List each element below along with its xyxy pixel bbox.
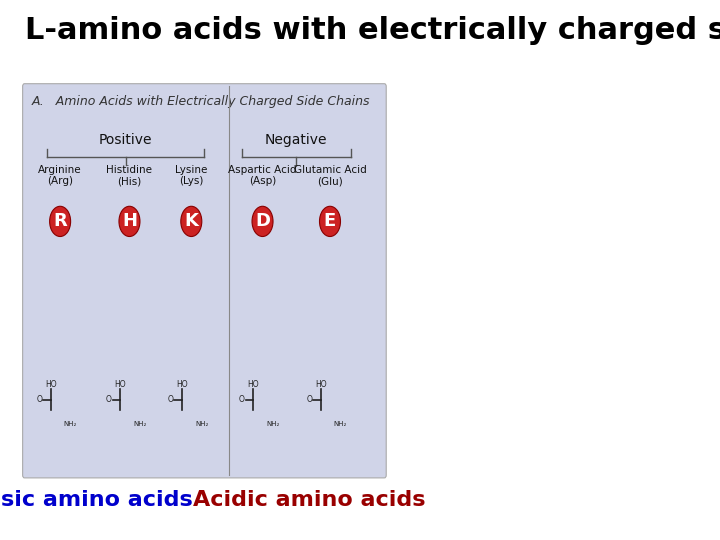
Text: Lysine
(Lys): Lysine (Lys) <box>175 165 207 186</box>
Circle shape <box>181 206 202 237</box>
Text: O: O <box>307 395 312 404</box>
Text: NH₂: NH₂ <box>133 421 147 427</box>
Text: A.   Amino Acids with Electrically Charged Side Chains: A. Amino Acids with Electrically Charged… <box>32 94 371 107</box>
Text: L-amino acids with electrically charged side chains: L-amino acids with electrically charged … <box>24 16 720 45</box>
Text: Basic amino acids: Basic amino acids <box>0 489 193 510</box>
Text: E: E <box>324 212 336 231</box>
Text: Aspartic Acid
(Asp): Aspartic Acid (Asp) <box>228 165 297 186</box>
Text: O: O <box>37 395 42 404</box>
Text: HO: HO <box>315 380 326 389</box>
Text: Glutamic Acid
(Glu): Glutamic Acid (Glu) <box>294 165 366 186</box>
Text: H: H <box>122 212 137 231</box>
Circle shape <box>119 206 140 237</box>
Text: NH₂: NH₂ <box>266 421 279 427</box>
Text: NH₂: NH₂ <box>195 421 208 427</box>
Text: Negative: Negative <box>265 133 328 147</box>
Text: Histidine
(His): Histidine (His) <box>107 165 153 186</box>
Text: O: O <box>239 395 245 404</box>
Text: NH₂: NH₂ <box>334 421 347 427</box>
Text: HO: HO <box>176 380 188 389</box>
Text: HO: HO <box>248 380 259 389</box>
Text: R: R <box>53 212 67 231</box>
Text: D: D <box>255 212 270 231</box>
Circle shape <box>252 206 273 237</box>
Text: HO: HO <box>45 380 57 389</box>
Circle shape <box>50 206 71 237</box>
Circle shape <box>320 206 341 237</box>
Text: NH₂: NH₂ <box>64 421 77 427</box>
Text: Positive: Positive <box>99 133 153 147</box>
Text: Arginine
(Arg): Arginine (Arg) <box>38 165 82 186</box>
Text: O: O <box>106 395 112 404</box>
FancyBboxPatch shape <box>22 84 386 478</box>
Text: HO: HO <box>114 380 126 389</box>
Text: O: O <box>168 395 174 404</box>
Text: Acidic amino acids: Acidic amino acids <box>193 489 426 510</box>
Text: K: K <box>184 212 198 231</box>
